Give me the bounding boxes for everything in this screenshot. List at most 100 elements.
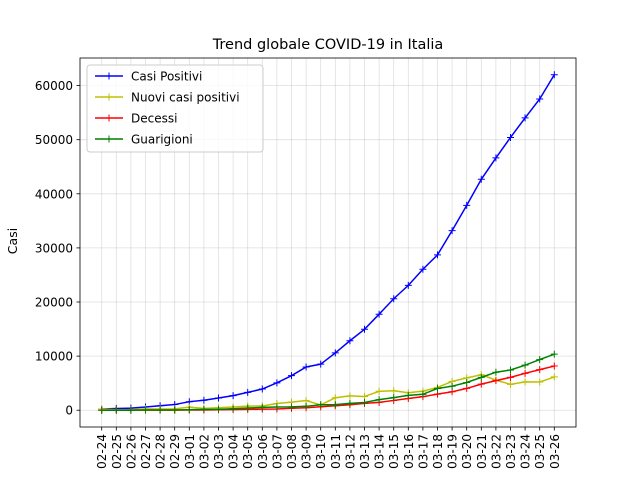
- x-tick-label: 02-27: [139, 434, 153, 469]
- data-point: [550, 373, 558, 381]
- plot-frame: [79, 57, 577, 428]
- data-point: [507, 366, 514, 374]
- data-point: [215, 405, 222, 413]
- x-tick-label: 03-24: [519, 434, 533, 469]
- data-point: [492, 377, 500, 385]
- y-tick-label: 10000: [35, 350, 73, 364]
- data-point: [200, 405, 208, 413]
- x-tick-label: 02-24: [95, 434, 109, 469]
- data-point: [361, 392, 368, 400]
- y-tick-label: 60000: [35, 79, 73, 93]
- data-point: [229, 392, 237, 400]
- data-point: [244, 404, 252, 412]
- data-point: [477, 380, 485, 388]
- data-point: [404, 281, 412, 289]
- y-axis-label: Casi: [5, 228, 20, 254]
- data-point: [550, 71, 558, 79]
- data-point: [273, 379, 281, 387]
- y-tick-label: 30000: [35, 241, 73, 255]
- data-point: [258, 403, 266, 411]
- data-point: [536, 378, 544, 386]
- legend-marker: [105, 72, 113, 80]
- y-tick-label: 0: [65, 404, 73, 418]
- data-point: [346, 337, 354, 345]
- legend-label: Guarigioni: [131, 133, 193, 147]
- x-tick-label: 03-23: [504, 434, 518, 469]
- data-point: [98, 406, 106, 414]
- data-point: [244, 388, 252, 396]
- x-tick-label: 03-12: [343, 434, 357, 469]
- legend-marker: [105, 114, 113, 122]
- data-point: [390, 394, 398, 402]
- x-tick-label: 03-19: [446, 434, 460, 469]
- data-point: [492, 368, 500, 376]
- y-tick-label: 20000: [35, 296, 73, 310]
- data-point: [302, 402, 310, 410]
- x-tick-label: 03-22: [489, 434, 503, 469]
- legend-label: Casi Positivi: [131, 70, 202, 84]
- x-tick-label: 03-07: [270, 434, 284, 469]
- x-tick-label: 02-29: [168, 434, 182, 469]
- x-tick-label: 03-06: [256, 434, 270, 469]
- data-point: [507, 373, 514, 381]
- data-point: [390, 387, 398, 395]
- axes: 02-24 02-25 02-26 02-27 02-28 02-29 03-01 03-02…: [35, 57, 577, 469]
- data-point: [361, 325, 368, 333]
- x-tick-label: 02-26: [124, 434, 138, 469]
- x-tick-label: 03-21: [475, 434, 489, 469]
- data-point: [346, 399, 354, 407]
- data-point: [550, 362, 558, 370]
- data-point: [521, 369, 529, 377]
- data-point: [536, 356, 544, 364]
- data-point: [142, 406, 149, 414]
- legend-marker: [105, 135, 113, 143]
- x-tick-label: 02-28: [154, 434, 168, 469]
- data-point: [215, 394, 222, 402]
- data-point: [463, 201, 471, 209]
- data-point: [521, 114, 529, 122]
- data-point: [521, 378, 529, 386]
- series-layer: [98, 71, 558, 414]
- data-point: [171, 406, 179, 414]
- data-point: [507, 380, 514, 388]
- x-tick-label: 03-10: [314, 434, 328, 469]
- x-tick-label: 03-25: [533, 434, 547, 469]
- data-point: [331, 401, 339, 409]
- data-point: [331, 394, 339, 402]
- data-point: [419, 265, 427, 273]
- data-point: [346, 392, 354, 400]
- x-tick-label: 03-14: [373, 434, 387, 469]
- data-point: [331, 349, 339, 357]
- data-point: [273, 403, 281, 411]
- chart-title: Trend globale COVID-19 in Italia: [212, 37, 444, 53]
- x-tick-label: 03-17: [416, 434, 430, 469]
- data-point: [317, 360, 325, 368]
- data-point: [448, 227, 456, 235]
- x-tick-label: 03-18: [431, 434, 445, 469]
- y-tick-label: 40000: [35, 187, 73, 201]
- x-tick-label: 03-15: [387, 434, 401, 469]
- data-point: [463, 384, 471, 392]
- data-point: [463, 378, 471, 386]
- x-tick-label: 03-01: [183, 434, 197, 469]
- x-tick-label: 02-25: [110, 434, 124, 469]
- y-tick-label: 50000: [35, 133, 73, 147]
- x-tick-label: 03-09: [300, 434, 314, 469]
- x-tick-label: 03-11: [329, 434, 343, 469]
- x-tick-label: 03-04: [227, 434, 241, 469]
- data-point: [288, 403, 295, 411]
- x-tick-label: 03-26: [548, 434, 562, 469]
- legend-label: Nuovi casi positivi: [131, 91, 240, 105]
- legend: Casi Positivi Nuovi casi positivi Decessi G…: [86, 64, 264, 153]
- x-tick-label: 03-20: [460, 434, 474, 469]
- data-point: [302, 363, 310, 371]
- data-point: [550, 350, 558, 358]
- x-tick-label: 03-02: [197, 434, 211, 469]
- x-tick-label: 03-08: [285, 434, 299, 469]
- data-point: [536, 95, 544, 103]
- data-point: [419, 390, 427, 398]
- data-point: [536, 366, 544, 374]
- data-point: [375, 310, 383, 318]
- data-point: [112, 406, 120, 414]
